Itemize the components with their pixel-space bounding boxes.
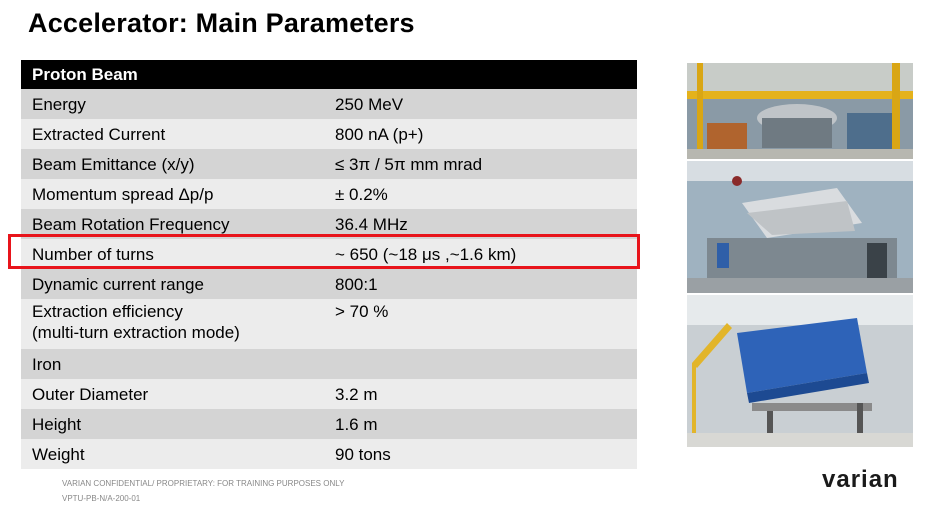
row-value: 1.6 m [335,414,378,434]
table-row: Iron [21,349,637,379]
slide-title: Accelerator: Main Parameters [28,8,415,38]
row-label: Extraction efficiency (multi-turn extrac… [21,301,324,343]
row-value: 800 nA (p+) [335,124,424,144]
table-header-row: Proton Beam [21,60,637,89]
varian-logo: varian [822,466,899,493]
row-value: ≤ 3π / 5π mm mrad [335,154,483,174]
row-value: 250 MeV [335,94,404,114]
row-value: ~ 650 (~18 μs ,~1.6 km) [335,244,517,264]
table-row: Beam Emittance (x/y) ≤ 3π / 5π mm mrad [21,149,637,179]
parameters-table: Proton Beam Energy 250 MeV Extracted Cur… [21,60,637,469]
footer-confidential: VARIAN CONFIDENTIAL/ PROPRIETARY: FOR TR… [62,479,345,488]
row-value: ± 0.2% [335,184,388,204]
row-value: 800:1 [335,274,378,294]
row-value: 90 tons [335,444,391,464]
footer-doc-id: VPTU-PB-N/A-200-01 [62,494,141,503]
table-row: Weight 90 tons [21,439,637,469]
wrapped-machine-photo [687,161,913,293]
row-label-line1: Extraction efficiency [32,302,183,321]
table-row: Outer Diameter 3.2 m [21,379,637,409]
row-label: Beam Emittance (x/y) [32,154,195,174]
row-value: 3.2 m [335,384,378,404]
row-label: Energy [32,94,86,114]
row-label: Dynamic current range [32,274,204,294]
row-label: Number of turns [32,244,154,264]
row-value: > 70 % [335,302,389,321]
table-header: Proton Beam [32,65,138,84]
table-row: Extraction efficiency (multi-turn extrac… [21,299,637,349]
row-label-line2: (multi-turn extraction mode) [32,323,240,342]
row-label: Outer Diameter [32,384,149,404]
highlight-box [8,234,640,269]
row-label: Iron [32,354,62,374]
blue-magnet-photo [687,295,913,447]
table-row: Momentum spread Δp/p ± 0.2% [21,179,637,209]
row-label: Weight [32,444,85,464]
row-label: Beam Rotation Frequency [32,214,230,234]
table-row: Energy 250 MeV [21,89,637,119]
factory-hall-photo [687,63,913,159]
row-label: Momentum spread Δp/p [32,184,214,204]
row-label: Height [32,414,82,434]
table-row: Extracted Current 800 nA (p+) [21,119,637,149]
accelerator-photos [687,63,913,447]
table-row-highlighted: Number of turns ~ 650 (~18 μs ,~1.6 km) [21,239,637,269]
table-row: Dynamic current range 800:1 [21,269,637,299]
row-value: 36.4 MHz [335,214,408,234]
table-row: Height 1.6 m [21,409,637,439]
row-label: Extracted Current [32,124,166,144]
